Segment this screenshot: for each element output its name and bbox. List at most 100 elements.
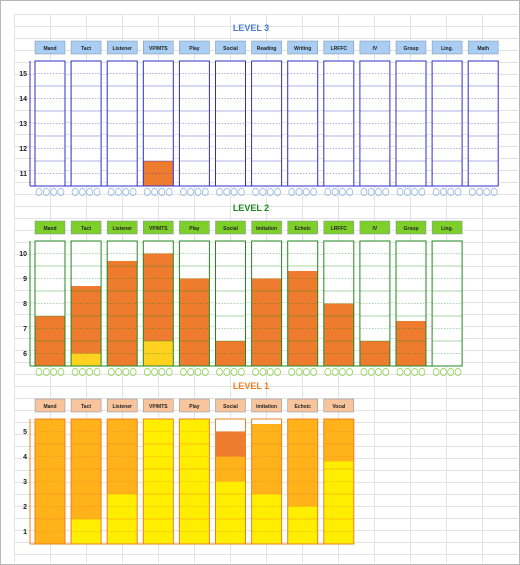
footer-circle [288,367,296,376]
footer-circle [129,187,137,196]
category-label: IV [373,226,378,232]
footer-circle [216,187,223,196]
footer-circle [93,367,101,376]
y-tick-label: 8 [23,301,27,308]
column-header [106,220,138,235]
footer-circle [237,187,245,196]
footer-circle [310,367,318,376]
footer-circle [187,367,195,376]
footer-circle [129,367,137,376]
footer-circle [122,187,130,196]
category-label: VP/MTS [149,404,168,410]
footer-circle [375,367,382,376]
category-label: Imitation [256,226,277,232]
footer-circle [288,187,296,196]
bar-segment [323,303,354,366]
footer-circle [302,367,310,376]
footer-circle [223,187,231,196]
category-label: Group [404,46,419,52]
footer-circle [396,187,404,196]
category-label: Mand [43,404,56,410]
footer-circle [143,187,151,196]
footer-circle [403,187,411,196]
footer-circle [331,367,339,376]
footer-circle [194,187,202,196]
footer-circle [302,187,310,196]
footer-circle [468,187,476,196]
footer-circle [346,367,354,376]
bar-segment [71,353,102,366]
column-header [215,40,246,55]
column-header [143,398,174,413]
footer-circle [338,187,346,196]
footer-circle [107,187,115,196]
category-label: Writing [294,46,311,52]
column-header [70,398,102,413]
footer-circle [439,187,447,196]
bar-segment [323,461,354,544]
level-title: LEVEL 2 [233,203,269,213]
column-header [287,220,318,235]
footer-circle [310,187,318,196]
y-tick-label: 15 [19,71,27,78]
bar-segment [179,278,210,366]
footer-circle [439,367,447,376]
y-tick-label: 7 [23,326,27,333]
column-header [179,40,210,55]
column-header [359,40,391,55]
category-label: Tact [81,226,91,232]
footer-circle [230,367,238,376]
footer-circle [411,367,419,376]
footer-circle [42,367,50,376]
footer-circle [86,187,94,196]
footer-circle [165,367,173,376]
category-label: Mand [43,226,56,232]
footer-circle [165,187,173,196]
column-header [179,220,210,235]
column-header [467,40,499,55]
category-label: Play [189,226,200,232]
column-header [323,398,355,413]
category-label: Tact [81,46,91,52]
y-tick-label: 9 [23,276,27,283]
category-label: Ling. [441,226,454,232]
category-label: Listener [112,46,132,52]
category-label: Play [189,46,200,52]
y-tick-label: 11 [20,171,28,178]
footer-circle [50,367,57,376]
footer-circle [432,187,440,196]
footer-circle [432,367,440,376]
level-3-chart: LEVEL 3 15 14 13 12 11 Mand Tact Listener VP/MTS P… [19,23,499,196]
y-tick-label: 14 [19,96,27,103]
column-header [359,220,391,235]
footer-circle [35,187,43,196]
category-label: Group [404,226,419,232]
footer-circle [122,367,130,376]
y-tick-label: 12 [19,146,27,153]
y-tick-label: 1 [23,529,27,536]
column-header [395,40,427,55]
footer-circle [151,187,159,196]
y-tick-label: 6 [23,351,27,358]
footer-circle [324,367,332,376]
footer-circle [259,187,267,196]
bar-segment [71,286,102,354]
level-title: LEVEL 3 [233,23,269,33]
footer-circle [367,187,375,196]
column-header [287,40,318,55]
category-label: Math [477,46,489,52]
column-header [431,220,463,235]
column-header [70,40,102,55]
category-label: IV [373,46,378,52]
bar-segment [396,321,426,366]
footer-circle [360,367,368,376]
column-header [34,398,66,413]
y-tick-label: 3 [23,479,27,486]
footer-circle [158,367,166,376]
footer-circle [367,367,375,376]
footer-circle [447,187,455,196]
category-label: Echoic [294,404,311,410]
footer-circle [375,187,382,196]
